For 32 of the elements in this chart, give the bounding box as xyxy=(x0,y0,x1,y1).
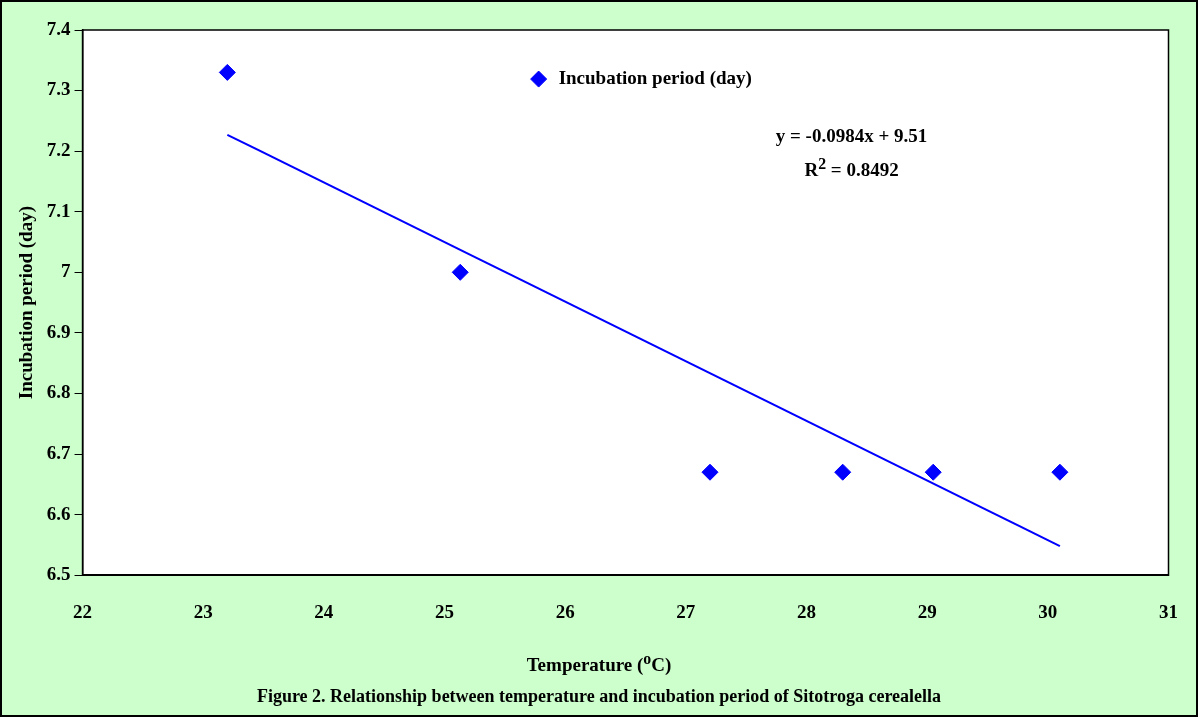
x-tick-label: 27 xyxy=(676,600,696,622)
y-tick-label: 6.5 xyxy=(46,563,71,585)
y-tick-label: 6.6 xyxy=(46,502,71,524)
y-tick-label: 7.4 xyxy=(46,17,72,39)
y-tick-label: 7 xyxy=(61,260,72,282)
x-axis-title: Temperature ($^{o}$C) xyxy=(525,650,673,677)
y-tick-label: 7.1 xyxy=(46,199,71,221)
x-tick-label: 29 xyxy=(917,600,937,622)
annotation: y = -0.0984x + 9.51 xyxy=(774,125,929,147)
x-tick-label: 23 xyxy=(193,600,213,622)
point xyxy=(834,463,852,481)
y-tick-label: 6.8 xyxy=(46,381,71,403)
x-tick-label: 25 xyxy=(435,600,455,622)
x-tick-label: 24 xyxy=(314,600,334,622)
y-tick-label: 6.7 xyxy=(46,441,72,463)
x-tick-label: 22 xyxy=(73,600,93,622)
point xyxy=(1051,463,1069,481)
y-axis-title: Incubation period (day) xyxy=(15,206,38,400)
y-tick-label: 6.9 xyxy=(46,320,71,342)
x-tick-label: 31 xyxy=(1159,600,1178,622)
y-tick-label: 7.2 xyxy=(46,139,71,161)
text: Figure 2. Relationship between temperature and incubation period of Sitotroga cerealella xyxy=(255,686,943,707)
point xyxy=(451,263,469,281)
x-tick-label: 28 xyxy=(797,600,817,622)
x-tick-label: 30 xyxy=(1038,600,1058,622)
y-tick-label: 7.3 xyxy=(46,78,71,100)
point xyxy=(701,463,719,481)
legend-label: Incubation period (day) xyxy=(558,66,752,89)
point xyxy=(218,63,236,81)
x-tick-label: 26 xyxy=(555,600,575,622)
point xyxy=(924,463,942,481)
annotation: R$^{2}$ = 0.8492 xyxy=(803,155,900,182)
